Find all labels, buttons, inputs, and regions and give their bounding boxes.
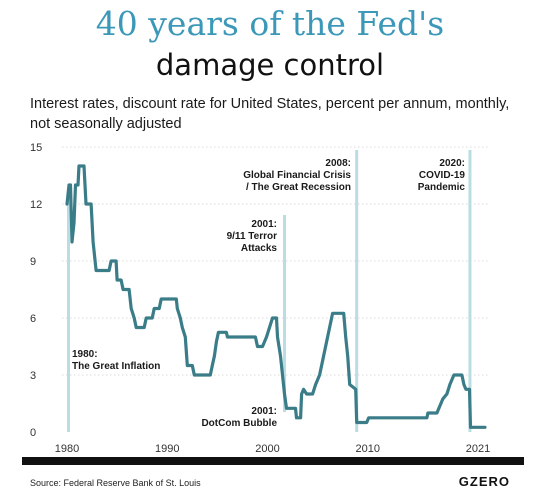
- y-tick-label: 6: [30, 313, 36, 325]
- y-tick-label: 12: [30, 199, 42, 211]
- annotation-label-line: Pandemic: [418, 182, 466, 193]
- annotation-label-line: 2008:: [325, 158, 351, 169]
- x-tick-label: 1980: [55, 443, 79, 455]
- annotation-label-line: 2020:: [439, 158, 465, 169]
- source-note: Source: Federal Reserve Bank of St. Loui…: [30, 478, 201, 488]
- chart-subtitle: Interest rates, discount rate for United…: [30, 96, 510, 132]
- annotation-label-line: / The Great Recession: [246, 182, 351, 193]
- annotation-label-line: The Great Inflation: [72, 361, 160, 372]
- x-tick-label: 2000: [255, 443, 279, 455]
- chart-title-line2: damage control: [155, 48, 385, 82]
- y-tick-label: 9: [30, 256, 36, 268]
- annotation-label-line: 1980:: [72, 349, 98, 360]
- annotation-label: 2008: Global Financial Crisis / The Great …: [243, 158, 351, 193]
- annotation-label-line: 2001:: [251, 406, 277, 417]
- y-tick-label: 15: [30, 142, 42, 154]
- annotation-label-line: DotCom Bubble: [201, 418, 277, 429]
- annotation-label: 2001: 9/11 Terror Attacks: [227, 219, 278, 254]
- annotation-label-line: 9/11 Terror: [227, 231, 278, 242]
- annotation-label-line: 2001:: [251, 219, 277, 230]
- x-tick-label: 1990: [155, 443, 179, 455]
- annotation-label: 1980: The Great Inflation: [72, 349, 160, 372]
- gzero-logo: GZERO: [458, 474, 510, 489]
- series-line: [65, 164, 487, 429]
- y-tick-label: 0: [30, 427, 36, 439]
- y-tick-label: 3: [30, 370, 36, 382]
- x-tick-label: 2010: [355, 443, 379, 455]
- chart-title-line1: 40 years of the Fed's: [95, 4, 445, 43]
- annotation-label: 2020: COVID-19 Pandemic: [418, 158, 466, 193]
- annotation-label: 2001: DotCom Bubble: [201, 406, 277, 429]
- x-tick-label: 2021: [466, 443, 490, 455]
- annotation-label-line: Global Financial Crisis: [243, 170, 351, 181]
- footer-divider: [22, 457, 524, 465]
- annotation-label-line: COVID-19: [419, 170, 466, 181]
- annotation-label-line: Attacks: [241, 243, 278, 254]
